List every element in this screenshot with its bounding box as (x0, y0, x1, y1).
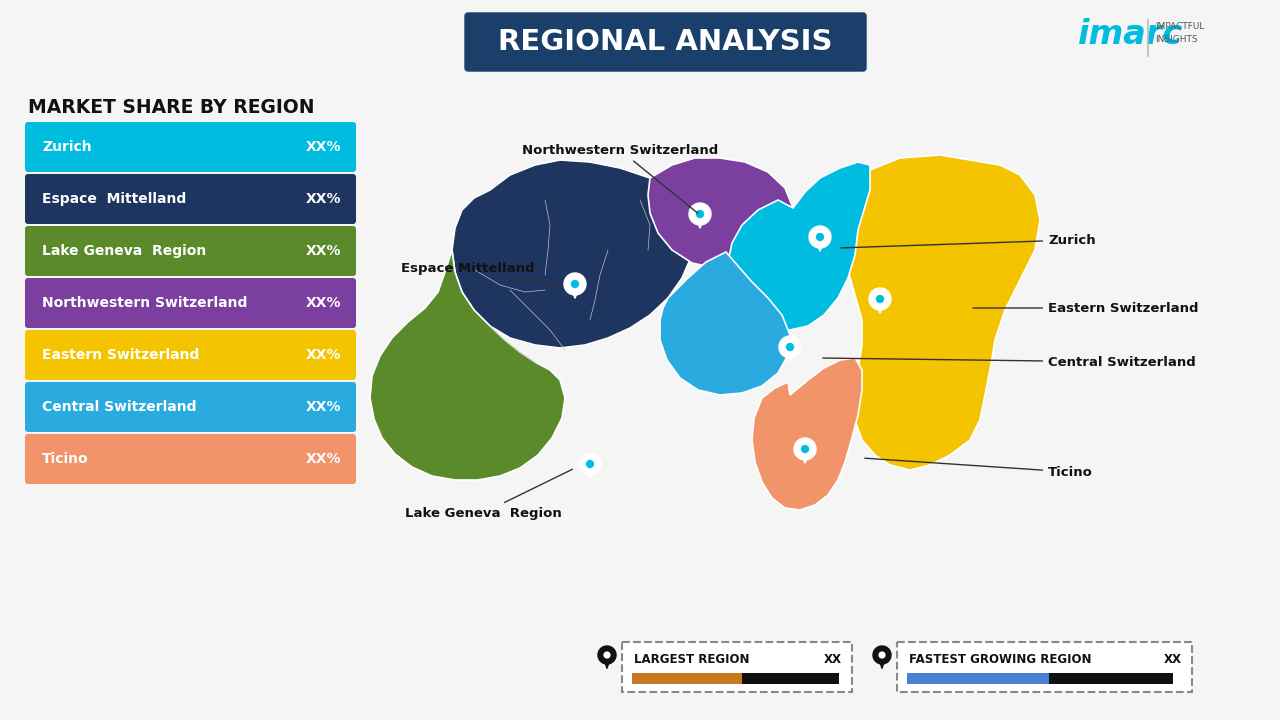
Circle shape (571, 280, 579, 288)
Polygon shape (785, 347, 795, 361)
FancyBboxPatch shape (1048, 673, 1172, 684)
Text: Northwestern Switzerland: Northwestern Switzerland (42, 296, 247, 310)
Text: XX%: XX% (306, 400, 340, 414)
Polygon shape (728, 162, 870, 330)
Polygon shape (849, 155, 1039, 470)
Polygon shape (579, 453, 602, 475)
Text: IMPACTFUL
INSIGHTS: IMPACTFUL INSIGHTS (1155, 22, 1204, 43)
Circle shape (603, 652, 611, 659)
Polygon shape (780, 336, 801, 358)
Polygon shape (585, 464, 595, 478)
Text: XX%: XX% (306, 244, 340, 258)
Text: Lake Geneva  Region: Lake Geneva Region (404, 469, 572, 520)
Text: Espace Mittelland: Espace Mittelland (401, 261, 562, 287)
Polygon shape (689, 203, 710, 225)
Circle shape (586, 460, 594, 468)
Polygon shape (660, 252, 790, 395)
FancyBboxPatch shape (908, 673, 1048, 684)
Polygon shape (370, 250, 564, 480)
Circle shape (876, 294, 884, 303)
Text: XX%: XX% (306, 452, 340, 466)
Text: Central Switzerland: Central Switzerland (823, 356, 1196, 369)
Polygon shape (869, 288, 891, 310)
Polygon shape (598, 646, 616, 664)
Text: Central Switzerland: Central Switzerland (42, 400, 197, 414)
Polygon shape (794, 438, 817, 460)
FancyBboxPatch shape (26, 278, 356, 328)
Polygon shape (695, 214, 705, 228)
Text: Ticino: Ticino (42, 452, 88, 466)
Text: Eastern Switzerland: Eastern Switzerland (42, 348, 200, 362)
FancyBboxPatch shape (465, 13, 867, 71)
Text: Eastern Switzerland: Eastern Switzerland (973, 302, 1198, 315)
Text: XX%: XX% (306, 140, 340, 154)
FancyBboxPatch shape (26, 330, 356, 380)
Text: FASTEST GROWING REGION: FASTEST GROWING REGION (909, 653, 1092, 666)
Text: XX%: XX% (306, 348, 340, 362)
FancyBboxPatch shape (26, 434, 356, 484)
Polygon shape (452, 160, 695, 348)
Text: Espace  Mittelland: Espace Mittelland (42, 192, 187, 206)
Circle shape (801, 445, 809, 453)
Text: XX: XX (1164, 653, 1181, 666)
Text: XX: XX (824, 653, 842, 666)
Circle shape (878, 652, 886, 659)
Polygon shape (603, 657, 611, 668)
FancyBboxPatch shape (632, 673, 742, 684)
Polygon shape (648, 158, 794, 268)
Text: Lake Geneva  Region: Lake Geneva Region (42, 244, 206, 258)
FancyBboxPatch shape (26, 122, 356, 172)
Polygon shape (800, 449, 810, 463)
Polygon shape (570, 284, 581, 298)
Polygon shape (809, 226, 831, 248)
FancyBboxPatch shape (26, 226, 356, 276)
Text: MARKET SHARE BY REGION: MARKET SHARE BY REGION (28, 98, 315, 117)
FancyBboxPatch shape (26, 382, 356, 432)
Text: Zurich: Zurich (841, 233, 1096, 248)
FancyBboxPatch shape (622, 642, 852, 692)
Text: Zurich: Zurich (42, 140, 92, 154)
FancyBboxPatch shape (26, 174, 356, 224)
Polygon shape (564, 273, 586, 295)
Circle shape (696, 210, 704, 218)
Text: XX%: XX% (306, 296, 340, 310)
Polygon shape (814, 237, 826, 251)
Text: Ticino: Ticino (865, 458, 1093, 479)
Text: Northwestern Switzerland: Northwestern Switzerland (522, 143, 718, 213)
Circle shape (815, 233, 824, 241)
Text: LARGEST REGION: LARGEST REGION (634, 653, 750, 666)
Text: REGIONAL ANALYSIS: REGIONAL ANALYSIS (498, 28, 833, 56)
Text: imarc: imarc (1078, 18, 1183, 51)
FancyBboxPatch shape (742, 673, 838, 684)
Circle shape (786, 343, 794, 351)
Text: XX%: XX% (306, 192, 340, 206)
FancyBboxPatch shape (897, 642, 1192, 692)
Polygon shape (874, 299, 886, 313)
Polygon shape (878, 657, 886, 668)
Polygon shape (753, 358, 861, 510)
Polygon shape (873, 646, 891, 664)
